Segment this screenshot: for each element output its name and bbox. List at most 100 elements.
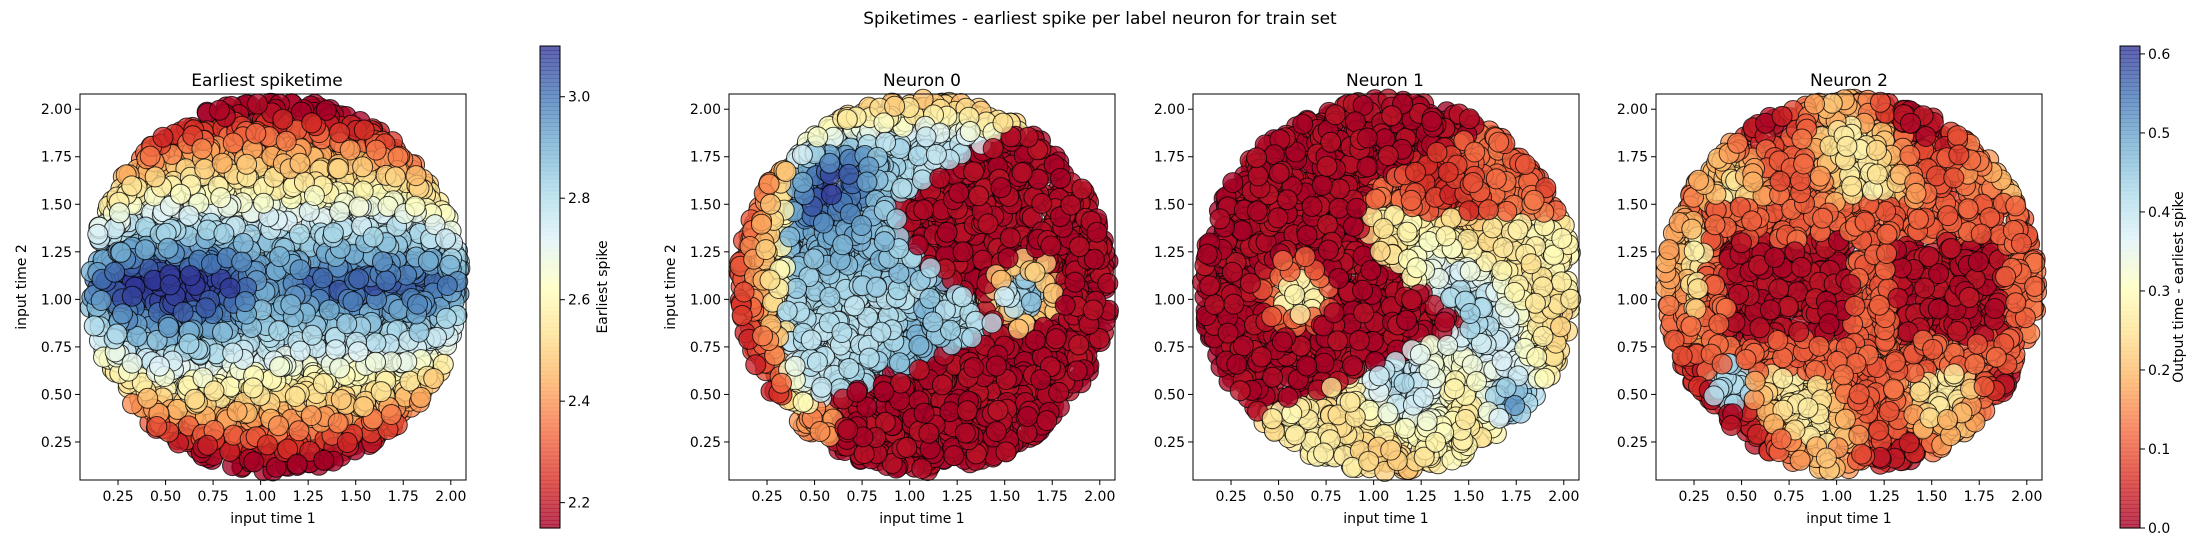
- colorbar-swatch: [540, 379, 560, 384]
- colorbar-swatch: [540, 319, 560, 324]
- colorbar-swatch: [540, 106, 560, 111]
- scatter-point: [427, 327, 447, 347]
- colorbar-swatch: [540, 311, 560, 316]
- scatter-points: [80, 93, 470, 481]
- colorbar-swatch: [540, 335, 560, 340]
- colorbar-swatch: [540, 291, 560, 296]
- colorbar-tick-label: 2.2: [568, 496, 590, 512]
- colorbar-swatch: [540, 150, 560, 155]
- colorbar-swatch: [540, 363, 560, 368]
- scatter-point: [109, 203, 129, 223]
- colorbar-swatch: [540, 82, 560, 87]
- scatter-point: [198, 435, 218, 455]
- colorbar-tick-label: 2.4: [568, 394, 590, 410]
- colorbar-swatch: [540, 267, 560, 272]
- colorbar-swatch: [540, 110, 560, 115]
- scatter-point: [366, 140, 386, 160]
- colorbar-swatch: [540, 395, 560, 400]
- colorbar-swatch: [540, 94, 560, 99]
- x-tick-label: 2.00: [435, 489, 466, 505]
- y-tick-label: 0.50: [41, 387, 72, 403]
- colorbar-tick-label: 2.6: [568, 293, 590, 309]
- colorbar-swatch: [540, 219, 560, 224]
- colorbar-swatch: [540, 191, 560, 196]
- colorbar-swatch: [540, 428, 560, 433]
- colorbar-swatch: [540, 303, 560, 308]
- scatter-point: [363, 227, 383, 247]
- scatter-point: [330, 358, 350, 378]
- colorbar-swatch: [540, 122, 560, 127]
- colorbar-swatch: [540, 444, 560, 449]
- colorbar-swatch: [540, 408, 560, 413]
- colorbar-swatch: [540, 215, 560, 220]
- scatter-point: [195, 159, 215, 179]
- x-tick-label: 0.25: [102, 489, 133, 505]
- scatter-point: [140, 146, 160, 166]
- scatter-point: [323, 223, 343, 243]
- scatter-point: [349, 197, 369, 217]
- scatter-point: [376, 271, 396, 291]
- scatter-point: [159, 317, 179, 337]
- scatter-point: [171, 184, 191, 204]
- scatter-point: [411, 387, 431, 407]
- scatter-point: [196, 298, 216, 318]
- scatter-point: [209, 100, 229, 120]
- scatter-point: [179, 206, 199, 226]
- scatter-point: [276, 131, 296, 151]
- figure-title: Spiketimes - earliest spike per label ne…: [863, 9, 1337, 29]
- colorbar-swatch: [540, 456, 560, 461]
- scatter-point: [235, 292, 255, 312]
- colorbar-swatch: [540, 50, 560, 55]
- scatter-point: [281, 295, 301, 315]
- colorbar-swatch: [540, 375, 560, 380]
- colorbar-swatch: [540, 251, 560, 256]
- y-tick-label: 1.00: [41, 292, 72, 308]
- scatter-point: [160, 275, 180, 295]
- colorbar-swatch: [540, 98, 560, 103]
- y-tick-label: 0.25: [41, 435, 72, 451]
- colorbar-swatch: [540, 460, 560, 465]
- scatter-point: [254, 193, 274, 213]
- scatter-point: [122, 176, 142, 196]
- colorbar-swatch: [540, 504, 560, 509]
- colorbar-swatch: [540, 167, 560, 172]
- scatter-point: [84, 316, 104, 336]
- colorbar-swatch: [540, 420, 560, 425]
- colorbar-swatch: [540, 146, 560, 151]
- colorbar-swatch: [540, 207, 560, 212]
- scatter-point: [313, 268, 333, 288]
- scatter-point: [330, 202, 350, 222]
- scatter-point: [204, 381, 224, 401]
- scatter-point: [436, 308, 456, 328]
- scatter-point: [107, 324, 127, 344]
- scatter-point: [273, 109, 293, 129]
- colorbar-swatch: [540, 247, 560, 252]
- scatter-point: [354, 397, 374, 417]
- colorbar-earliest-spike: 2.22.42.62.83.0 Earliest spike: [540, 46, 611, 529]
- colorbar-swatch: [540, 512, 560, 517]
- scatter-point: [257, 435, 277, 455]
- colorbar-swatch: [540, 90, 560, 95]
- scatter-point: [270, 357, 290, 377]
- scatter-point: [290, 260, 310, 280]
- colorbar-swatch: [540, 416, 560, 421]
- scatter-point: [1000, 228, 1020, 248]
- colorbar-swatch: [540, 126, 560, 131]
- colorbar-swatch: [540, 223, 560, 228]
- colorbar-swatch: [540, 383, 560, 388]
- scatter-point: [135, 240, 155, 260]
- colorbar-swatch: [540, 130, 560, 135]
- colorbar-swatch: [540, 46, 560, 51]
- colorbar-swatch: [540, 355, 560, 360]
- colorbar-swatch: [540, 500, 560, 505]
- scatter-point: [418, 251, 438, 271]
- scatter-point: [290, 224, 310, 244]
- scatter-point: [405, 196, 425, 216]
- colorbar-swatch: [540, 259, 560, 264]
- scatter-point: [220, 278, 240, 298]
- scatter-point: [304, 186, 324, 206]
- scatter-point: [147, 417, 167, 437]
- scatter-point: [289, 421, 309, 441]
- colorbar-swatch: [540, 54, 560, 59]
- colorbar-swatch: [540, 171, 560, 176]
